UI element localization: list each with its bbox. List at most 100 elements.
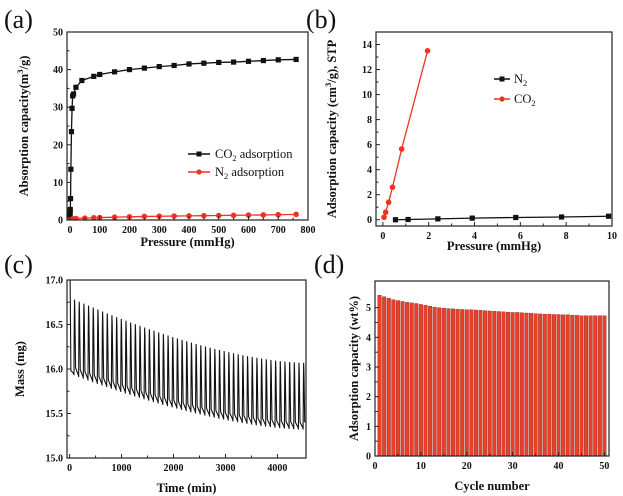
x-tick-label: 40 xyxy=(554,461,564,472)
series-co2-adsorption-point xyxy=(69,105,75,111)
bar-cycle-2 xyxy=(382,296,387,456)
bar-cycle-3 xyxy=(386,298,391,456)
series-co2-adsorption-line xyxy=(69,58,297,216)
y-tick-label: 10 xyxy=(53,178,63,189)
plot-data xyxy=(69,280,306,430)
bar-cycle-21 xyxy=(469,309,474,456)
series-n2-adsorption-point xyxy=(186,213,192,219)
series-co2-adsorption-point xyxy=(67,206,73,213)
series-co2-adsorption-point xyxy=(201,60,207,66)
y-axis-title: Mass (mg) xyxy=(13,341,27,397)
series-co2-point xyxy=(381,214,387,221)
bar-cycle-23 xyxy=(478,310,483,456)
bar-cycle-32 xyxy=(519,312,524,456)
bar-cycle-36 xyxy=(538,313,543,456)
x-tick-label: 2 xyxy=(426,231,431,242)
x-tick-label: 4000 xyxy=(267,463,287,474)
x-tick-label: 200 xyxy=(122,225,137,236)
bar-cycle-33 xyxy=(524,312,529,456)
y-tick-label: 30 xyxy=(53,103,63,114)
y-tick-label: 2 xyxy=(367,190,372,201)
legend-marker xyxy=(499,96,505,102)
legend-marker xyxy=(196,151,202,157)
y-axis-title: Adsorption capacity (cm3/g), STP xyxy=(323,39,339,218)
x-tick-label: 20 xyxy=(462,461,472,472)
bar-cycle-37 xyxy=(542,314,547,456)
series-n2-adsorption-point xyxy=(111,214,118,220)
series-n2-point xyxy=(469,215,475,221)
legend-label: N2 xyxy=(514,72,527,88)
series-co2-adsorption-point xyxy=(171,62,177,69)
y-tick-label: 5 xyxy=(366,303,371,314)
panel-c: (c) 0 1000 2000 3000 4000 15.0 15.5 16.0 16.5 17.0… xyxy=(4,250,307,495)
bar-cycle-22 xyxy=(473,309,478,456)
bar-cycle-20 xyxy=(464,309,469,456)
x-tick-label: 500 xyxy=(211,225,226,236)
series-co2-adsorption-point xyxy=(275,57,281,63)
bar-cycle-14 xyxy=(437,307,442,456)
series-n2-adsorption-point xyxy=(171,213,177,219)
series-n2-point xyxy=(605,213,612,219)
y-axis-title: Absorption capacity(m3/g) xyxy=(15,56,31,197)
y-axis-title: Adsorption capacity (wt%) xyxy=(347,296,361,441)
series-n2-point xyxy=(558,214,565,220)
series-co2-adsorption-point xyxy=(68,129,75,135)
legend-label-part: adsorption xyxy=(228,165,285,179)
bar-cycle-30 xyxy=(510,312,515,456)
legend-label-part: adsorption xyxy=(237,147,294,161)
bar-cycle-10 xyxy=(418,304,423,456)
panel-d: (d) 0 10 20 30 40 50 0 1 2 3 4 5 Cycle number Adsorpti… xyxy=(314,250,610,493)
legend-marker xyxy=(196,169,202,175)
series-n2-adsorption-point xyxy=(90,214,97,220)
y-axis-title-part: /g) xyxy=(17,56,31,71)
bar-cycle-13 xyxy=(432,306,437,456)
bar-cycle-9 xyxy=(414,303,419,456)
series-n2-adsorption-point xyxy=(73,215,79,220)
series-mass-line xyxy=(69,280,306,430)
x-tick-label: 10 xyxy=(607,231,617,242)
panel-label: (a) xyxy=(4,5,33,34)
x-axis-title: Pressure (mmHg) xyxy=(140,235,234,249)
bar-cycle-5 xyxy=(395,300,400,456)
y-tick-label: 15.5 xyxy=(46,409,64,420)
bar-cycle-40 xyxy=(556,314,561,456)
series-co2-adsorption-point xyxy=(245,58,252,64)
series-n2-point xyxy=(435,216,441,222)
legend-label-part: 2 xyxy=(523,78,527,88)
bar-cycle-15 xyxy=(441,308,446,456)
series-n2-point xyxy=(513,214,519,221)
legend-label: CO2 xyxy=(514,92,536,108)
series-co2-adsorption-point xyxy=(126,67,133,73)
y-tick-label: 20 xyxy=(53,140,63,151)
series-co2-point xyxy=(389,184,396,190)
bar-cycle-27 xyxy=(496,311,501,456)
series-co2-adsorption-point xyxy=(186,61,192,67)
bar-cycle-34 xyxy=(529,313,533,456)
bar-cycle-45 xyxy=(579,315,584,456)
bar-cycle-11 xyxy=(423,305,428,456)
bar-cycle-25 xyxy=(487,310,492,456)
x-tick-label: 4 xyxy=(472,231,477,242)
y-axis-title-part: Adsorption capacity (cm xyxy=(325,86,339,218)
y-axis-title-part: 3 xyxy=(323,83,333,87)
legend-label-part: CO xyxy=(514,92,531,106)
bar-cycle-50 xyxy=(602,315,607,456)
y-tick-label: 4 xyxy=(366,333,371,344)
y-tick-label: 14 xyxy=(362,40,372,51)
bar-cycle-1 xyxy=(377,295,382,456)
legend-entry: N2 xyxy=(494,72,527,88)
x-tick-label: 8 xyxy=(564,231,569,242)
y-axis-title-part: /g), STP xyxy=(325,39,339,83)
series-n2-adsorption-point xyxy=(275,211,282,218)
bar-cycle-7 xyxy=(405,302,410,456)
series-co2-adsorption-point xyxy=(156,63,162,70)
x-tick-label: 0 xyxy=(373,461,378,472)
x-tick-label: 10 xyxy=(416,461,426,472)
x-tick-label: 50 xyxy=(599,461,609,472)
bar-cycle-28 xyxy=(501,311,506,456)
series-co2-point xyxy=(385,199,392,206)
x-tick-label: 0 xyxy=(67,463,72,474)
y-tick-label: 1 xyxy=(366,422,371,433)
y-tick-label: 50 xyxy=(53,28,63,39)
series-co2-adsorption-point xyxy=(73,84,79,90)
